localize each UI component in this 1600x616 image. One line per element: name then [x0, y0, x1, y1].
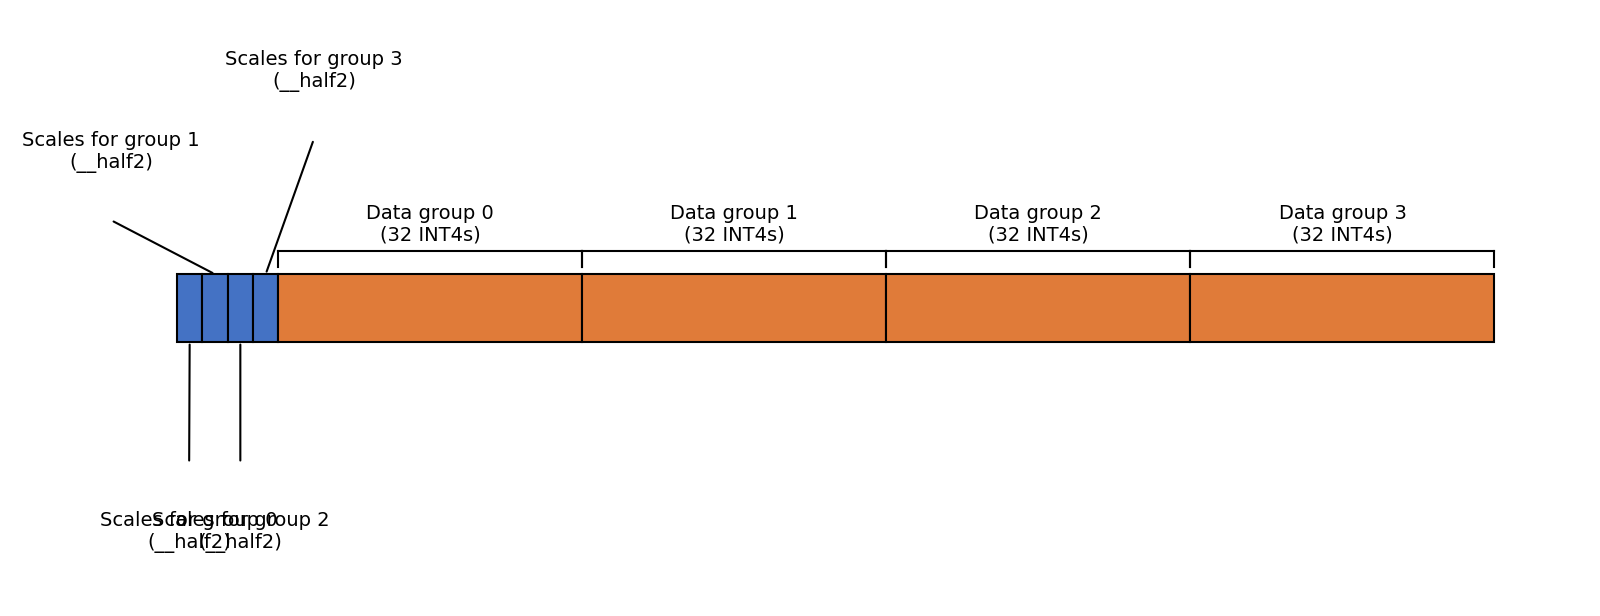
FancyBboxPatch shape — [202, 274, 227, 342]
FancyBboxPatch shape — [178, 274, 202, 342]
Text: Data group 2
(32 INT4s): Data group 2 (32 INT4s) — [974, 203, 1102, 245]
FancyBboxPatch shape — [253, 274, 278, 342]
FancyBboxPatch shape — [886, 274, 1190, 342]
Text: Scales for group 1
(__half2): Scales for group 1 (__half2) — [22, 131, 200, 173]
Text: Scales for group 2
(__half2): Scales for group 2 (__half2) — [152, 511, 330, 553]
FancyBboxPatch shape — [278, 274, 582, 342]
FancyBboxPatch shape — [1190, 274, 1494, 342]
Text: Data group 0
(32 INT4s): Data group 0 (32 INT4s) — [366, 203, 494, 245]
Text: Data group 1
(32 INT4s): Data group 1 (32 INT4s) — [670, 203, 798, 245]
FancyBboxPatch shape — [582, 274, 886, 342]
Text: Data group 3
(32 INT4s): Data group 3 (32 INT4s) — [1278, 203, 1406, 245]
FancyBboxPatch shape — [227, 274, 253, 342]
Text: Scales for group 3
(__half2): Scales for group 3 (__half2) — [226, 50, 403, 92]
Text: Scales for group 0
(__half2): Scales for group 0 (__half2) — [101, 511, 278, 553]
